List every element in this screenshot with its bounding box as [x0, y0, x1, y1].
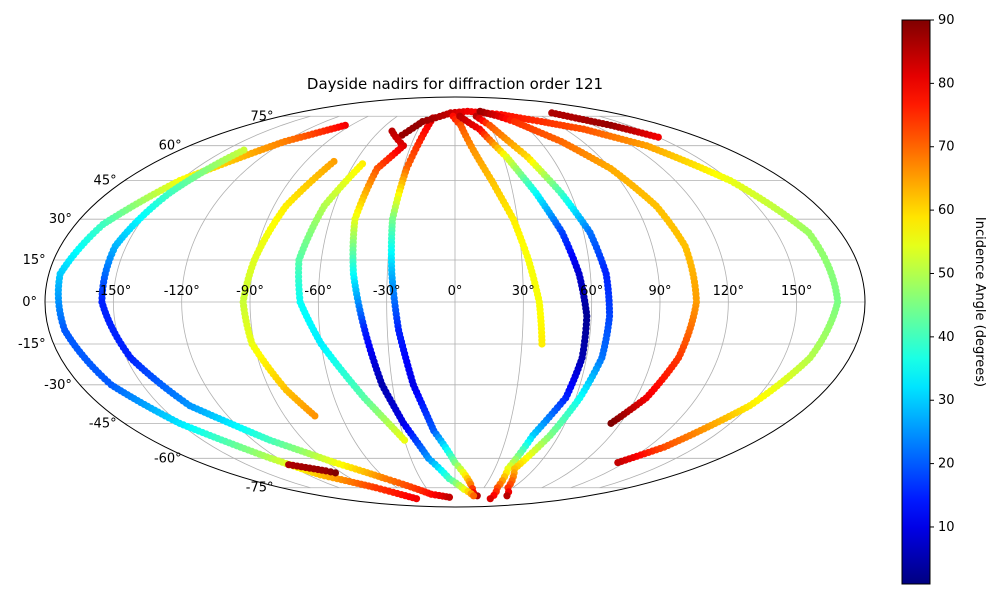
- y-tick-label: 30°: [49, 212, 72, 227]
- x-tick-label: -120°: [164, 284, 200, 299]
- colorbar-ticks: 10 20 30 40 50 60 70 80 90: [930, 13, 955, 535]
- colorbar-tick-label: 70: [938, 140, 955, 155]
- y-tick-label: -15°: [18, 337, 46, 352]
- chart-title: Dayside nadirs for diffraction order 121: [307, 75, 603, 93]
- meridian-line: [317, 115, 398, 489]
- y-tick-label: -45°: [89, 416, 117, 431]
- colorbar-tick-label: 80: [938, 76, 955, 91]
- data-point: [400, 436, 409, 444]
- data-point: [486, 495, 494, 503]
- x-tick-label: -150°: [95, 284, 131, 299]
- colorbar-tick-label: 50: [938, 267, 955, 282]
- colorbar-gradient: [901, 19, 931, 585]
- x-tick-label: 60°: [580, 284, 603, 299]
- data-point: [445, 493, 454, 501]
- x-tick-label: 150°: [781, 284, 812, 299]
- data-point: [412, 495, 421, 503]
- data-point: [331, 469, 340, 477]
- data-point: [469, 492, 478, 500]
- colorbar-tick-label: 40: [938, 330, 955, 345]
- meridian-line: [599, 115, 798, 489]
- meridian-line: [112, 115, 311, 489]
- x-tick-label: -30°: [373, 284, 401, 299]
- x-tick-label: 0°: [448, 284, 463, 299]
- colorbar-label: Incidence Angle (degrees): [972, 217, 987, 387]
- data-point: [607, 419, 615, 427]
- meridian-line: [181, 115, 340, 489]
- data-point: [614, 458, 622, 467]
- map-boundary: [44, 96, 866, 508]
- x-tick-label: 30°: [512, 284, 535, 299]
- x-tick-label: 120°: [713, 284, 744, 299]
- x-tick-label: -60°: [304, 284, 332, 299]
- y-tick-label: 45°: [94, 174, 117, 189]
- colorbar: 10 20 30 40 50 60 70 80 90 Incidence Angle (degr…: [901, 13, 987, 585]
- y-tick-label: 60°: [159, 139, 182, 154]
- meridian-line: [570, 115, 729, 489]
- x-tick-label: -90°: [236, 284, 264, 299]
- x-tick-label: 90°: [648, 284, 671, 299]
- y-tick-label: 75°: [250, 109, 273, 124]
- colorbar-tick-label: 90: [938, 13, 955, 28]
- data-point: [503, 492, 511, 500]
- data-point: [654, 133, 662, 141]
- meridian-line: [512, 115, 593, 489]
- meridian-line: [483, 116, 524, 488]
- latitude-tick-labels: -75° -60° -45° -30° -15° 0° 15° 30° 45° 60° 75°: [18, 109, 274, 495]
- graticule: [45, 115, 865, 489]
- colorbar-tick-label: 60: [938, 203, 955, 218]
- y-tick-label: -60°: [154, 451, 182, 466]
- colorbar-tick-label: 30: [938, 393, 955, 408]
- y-tick-label: -75°: [246, 481, 274, 496]
- y-tick-label: 15°: [23, 253, 46, 268]
- y-tick-label: 0°: [22, 295, 37, 310]
- meridian-line: [249, 115, 369, 489]
- data-point: [538, 340, 546, 348]
- data-point: [311, 412, 319, 420]
- data-points: [54, 107, 842, 503]
- colorbar-tick-label: 10: [938, 520, 955, 535]
- longitude-tick-labels: -150° -120° -90° -60° -30° 0° 30° 60° 90° 120° 150…: [95, 284, 812, 299]
- colorbar-tick-label: 20: [938, 457, 955, 472]
- y-tick-label: -30°: [44, 378, 72, 393]
